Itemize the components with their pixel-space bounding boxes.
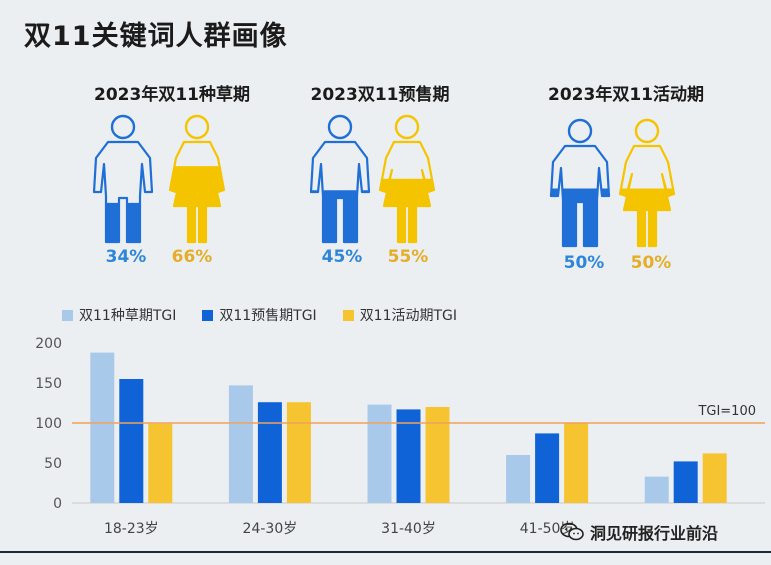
legend-label: 双11种草期TGI [79,308,177,324]
bar [702,453,727,503]
male-figure-icon [549,118,611,248]
bar [90,352,115,503]
x-tick-label: 41-50岁 [520,521,575,537]
bar [286,402,311,503]
bar [673,461,698,503]
period-title-seeding: 2023年双11种草期 [94,85,250,105]
bar [506,455,531,503]
watermark-text: 洞见研报行业前沿 [590,524,719,543]
bar [425,407,450,503]
tgi-bar-chart: 0 50 100 150 200 18-23岁 24-30岁 31-40岁 41-50岁 TGI=… [35,336,765,537]
male-figure-icon [309,114,371,244]
period-title-presale: 2023双11预售期 [310,85,450,105]
bar [228,385,253,503]
y-tick-label: 0 [53,496,62,512]
female-figure-icon [618,118,676,248]
x-tick-label: 18-23岁 [104,521,159,537]
male-percentage: 50% [563,253,605,273]
bar [119,379,144,503]
chart-legend: 双11种草期TGI 双11预售期TGI 双11活动期TGI [62,305,457,325]
y-tick-label: 50 [44,456,62,472]
bar [148,423,173,503]
female-percentage: 55% [387,247,429,267]
bar [564,423,589,503]
reference-line-label: TGI=100 [697,404,756,419]
watermark: 洞见研报行业前沿 [560,520,718,544]
bar [535,433,560,503]
footer-divider [0,551,771,553]
x-tick-label: 24-30岁 [243,521,298,537]
female-figure-icon [168,114,226,244]
male-figure-icon [92,114,154,244]
female-percentage: 66% [171,247,213,267]
legend-item-presale: 双11预售期TGI [202,305,317,325]
bar [644,476,669,503]
x-tick-label: 31-40岁 [381,521,436,537]
male-percentage: 34% [105,247,147,267]
bar [367,404,392,503]
y-tick-label: 100 [35,416,62,432]
page-title: 双11关键词人群画像 [24,21,288,52]
legend-swatch [62,309,73,321]
bar [396,409,421,503]
legend-label: 双11活动期TGI [359,308,458,324]
female-percentage: 50% [630,253,672,273]
legend-swatch [342,309,354,321]
legend-swatch [202,309,214,321]
bar [257,402,282,503]
wechat-icon [560,522,584,541]
y-tick-label: 150 [35,376,62,392]
legend-item-seeding: 双11种草期TGI [62,305,176,325]
female-figure-icon [378,114,436,244]
y-tick-label: 200 [35,336,62,352]
male-percentage: 45% [321,247,363,267]
legend-label: 双11预售期TGI [219,308,317,324]
legend-item-event: 双11活动期TGI [342,305,458,325]
period-title-event: 2023年双11活动期 [548,85,704,105]
